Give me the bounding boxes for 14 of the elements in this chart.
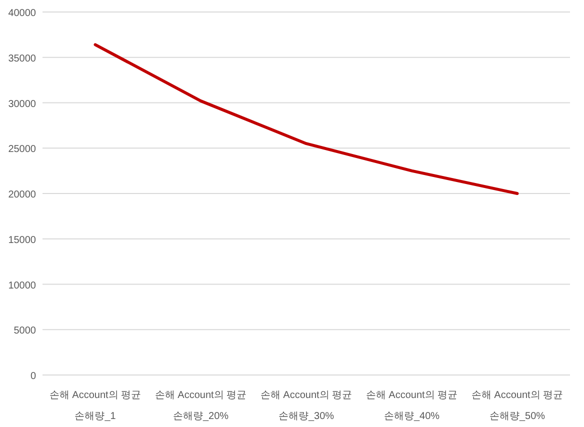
y-tick-label: 15000 bbox=[8, 234, 36, 246]
y-tick-label: 35000 bbox=[8, 53, 36, 64]
x-tick-label: 손해 Account의 평균 손해량_40% bbox=[366, 390, 458, 422]
x-tick-label: 손해 Account의 평균 손해량_50% bbox=[471, 390, 564, 422]
x-tick-label: 손해 Account의 평균 손해량_20% bbox=[154, 390, 247, 422]
y-tick-label: 5000 bbox=[14, 326, 36, 337]
y-tick-label: 40000 bbox=[8, 8, 36, 19]
y-tick-label: 30000 bbox=[8, 98, 36, 110]
y-tick-label: 10000 bbox=[8, 280, 36, 292]
x-tick-label: 손해 Account의 평균 손해량_1 bbox=[49, 390, 142, 422]
y-tick-label: 25000 bbox=[8, 144, 36, 156]
y-tick-label: 0 bbox=[30, 371, 36, 382]
x-tick-label: 손해 Account의 평균 손해량_30% bbox=[260, 390, 352, 422]
y-tick-label: 20000 bbox=[8, 190, 36, 200]
